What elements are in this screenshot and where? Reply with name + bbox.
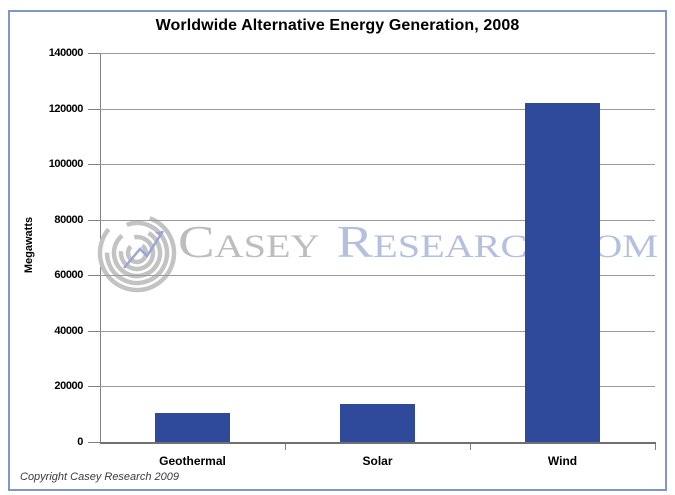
y-axis-tick-label: 120000 [48, 102, 84, 115]
y-axis-tick-label: 0 [77, 436, 83, 448]
y-axis-tick [88, 219, 100, 221]
x-axis-tick [655, 444, 656, 450]
bar-wind [525, 103, 600, 442]
copyright-text: Copyright Casey Research 2009 [20, 471, 179, 483]
gridline [100, 330, 655, 332]
y-axis-tick [88, 330, 100, 332]
x-axis-tick [285, 444, 286, 450]
gridline [100, 219, 655, 221]
y-axis-tick [88, 53, 100, 54]
gridline [100, 275, 655, 277]
bar-geothermal [155, 412, 230, 442]
y-axis-tick [88, 164, 100, 166]
gridline [100, 386, 655, 388]
y-axis-tick [88, 386, 100, 388]
y-axis-tick-label: 140000 [48, 47, 84, 59]
y-axis-tick-label: 100000 [48, 158, 84, 171]
x-category-label: Geothermal [159, 454, 226, 468]
x-category-label: Wind [547, 454, 578, 468]
gridline [100, 108, 655, 110]
x-axis-tick [470, 444, 471, 450]
bar-solar [340, 404, 415, 442]
y-axis-tick [88, 442, 100, 443]
gridline [100, 164, 655, 166]
y-axis-tick-label: 40000 [54, 324, 83, 337]
chart-title: Worldwide Alternative Energy Generation,… [155, 17, 520, 34]
x-category-label: Solar [362, 454, 393, 468]
y-axis-tick [88, 275, 100, 277]
gridline [100, 53, 655, 54]
y-axis-tick-label: 20000 [54, 380, 83, 393]
y-axis-tick [88, 108, 100, 110]
y-axis-tick-label: 80000 [54, 213, 83, 226]
y-axis-tick-label: 60000 [54, 269, 83, 282]
